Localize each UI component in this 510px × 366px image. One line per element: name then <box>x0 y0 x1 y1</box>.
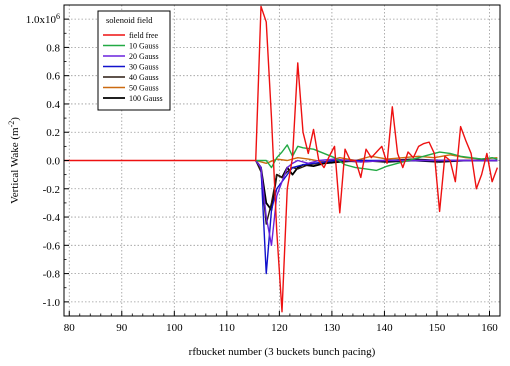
series-lines <box>64 5 499 313</box>
series-line-50-gauss <box>255 154 498 165</box>
y-tick-label: 0.6 <box>46 71 60 83</box>
y-tick-label: 0.4 <box>46 99 60 111</box>
series-line-field-free <box>64 5 499 313</box>
legend-label-10-gauss: 10 Gauss <box>129 42 159 51</box>
legend-label-50-gauss: 50 Gauss <box>129 84 159 93</box>
x-tick-label: 90 <box>116 322 128 334</box>
legend-label-100-gauss: 100 Gauss <box>129 94 163 103</box>
x-tick-label: 100 <box>166 322 183 334</box>
y-tick-label: -0.4 <box>43 212 61 224</box>
legend-label-40-gauss: 40 Gauss <box>129 73 159 82</box>
y-tick-label: 0.0 <box>46 156 60 168</box>
y-tick-label: -0.2 <box>43 184 60 196</box>
y-tick-label-base: 1.0x10 <box>26 14 57 26</box>
y-tick-label: -0.6 <box>43 240 61 252</box>
x-tick-label: 110 <box>219 322 236 334</box>
axis-ticks: 80 90 100 110 120 130 140 150 160 1.0x106 0.8 0.6 0.… <box>26 4 498 334</box>
x-tick-label: 130 <box>324 322 341 334</box>
y-axis-title: Vertical Wake (m-2) <box>7 117 22 204</box>
y-tick-label: 0.2 <box>46 127 60 139</box>
x-tick-label: 140 <box>376 322 393 334</box>
x-tick-label: 150 <box>429 322 446 334</box>
y-tick-label: -0.8 <box>43 269 61 281</box>
series-line-10-gauss <box>255 144 498 172</box>
y-tick-label: 0.8 <box>46 42 60 54</box>
y-axis-title-close: ) <box>9 117 21 121</box>
legend-label-field-free: field free <box>129 31 159 40</box>
x-tick-label: 80 <box>64 322 76 334</box>
y-tick-label: -1.0 <box>43 297 61 309</box>
y-tick-label: 1.0x106 <box>26 12 60 27</box>
series-line-40-gauss <box>255 158 498 225</box>
series-line-20-gauss <box>255 158 498 247</box>
y-axis-title-main: Vertical Wake (m <box>9 127 21 204</box>
x-tick-label: 120 <box>271 322 288 334</box>
y-tick-label-exponent: 6 <box>56 12 60 21</box>
legend-label-20-gauss: 20 Gauss <box>129 52 159 61</box>
x-tick-label: 160 <box>481 322 498 334</box>
x-axis-title: rfbucket number (3 buckets bunch pacing) <box>189 346 376 358</box>
legend-box <box>97 10 171 111</box>
legend-title: solenoid field <box>106 15 153 25</box>
legend-label-30-gauss: 30 Gauss <box>129 63 159 72</box>
y-axis-title-exponent: -2 <box>7 121 16 128</box>
